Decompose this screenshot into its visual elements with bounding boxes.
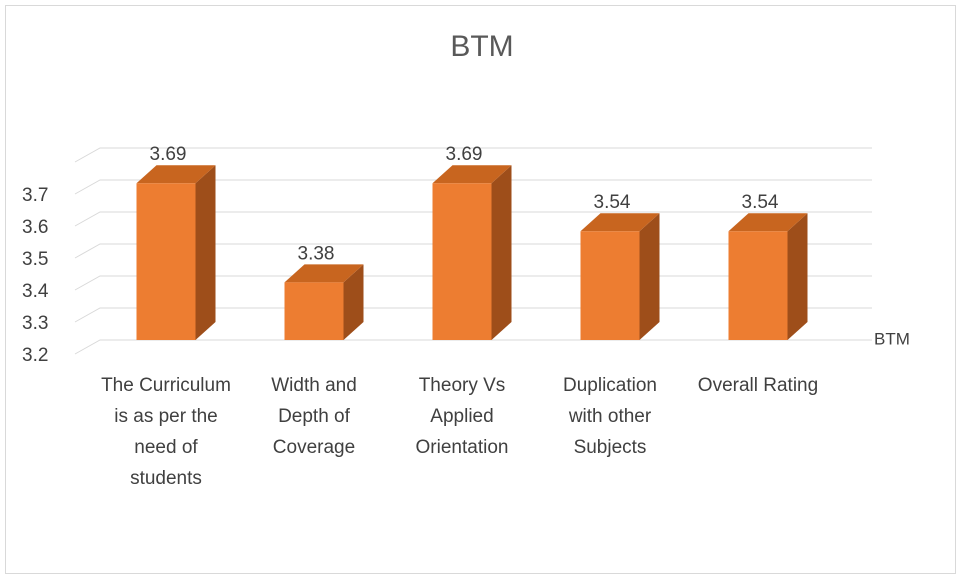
bar-top	[432, 165, 512, 184]
bar-front	[136, 183, 196, 340]
bar	[580, 213, 660, 340]
grid-line	[74, 179, 872, 195]
bar-front	[284, 282, 344, 340]
y-tick-label: 3.6	[22, 217, 48, 238]
bar-front	[432, 183, 492, 340]
bar-front	[728, 231, 788, 340]
data-label: 3.54	[742, 192, 779, 213]
grid-line	[74, 339, 872, 355]
bar	[136, 165, 216, 340]
y-tick-label: 3.5	[22, 249, 48, 270]
bar-top	[136, 165, 216, 184]
y-tick-label: 3.3	[22, 313, 48, 334]
bar	[432, 165, 512, 340]
bar-side	[343, 264, 364, 340]
bar-side	[491, 165, 512, 340]
bar-top	[284, 264, 364, 283]
bar-side	[639, 213, 660, 340]
bar-top	[580, 213, 660, 232]
bar-side	[787, 213, 808, 340]
bar	[284, 264, 364, 340]
legend-label: BTM	[874, 329, 910, 348]
data-label: 3.69	[150, 144, 187, 165]
x-tick-label: The Curriculum is as per the need of stu…	[101, 375, 231, 489]
x-tick-label: Width and Depth of Coverage	[271, 375, 357, 458]
chart-title: BTM	[450, 30, 513, 63]
data-label: 3.69	[446, 144, 483, 165]
y-tick-label: 3.7	[22, 185, 48, 206]
x-tick-label: Duplication with other Subjects	[563, 375, 657, 458]
bar	[728, 213, 808, 340]
y-tick-label: 3.4	[22, 281, 49, 302]
x-tick-label: Theory Vs Applied Orientation	[415, 375, 509, 458]
y-tick-label: 3.2	[22, 345, 48, 366]
chart-border	[5, 5, 956, 574]
x-tick-label: Overall Rating	[697, 375, 819, 396]
data-label: 3.54	[594, 192, 631, 213]
bar-top	[728, 213, 808, 232]
wall-edge	[74, 147, 872, 163]
bar-front	[580, 231, 640, 340]
grid-line	[74, 211, 872, 227]
bar-side	[195, 165, 216, 340]
data-label: 3.38	[298, 243, 335, 264]
